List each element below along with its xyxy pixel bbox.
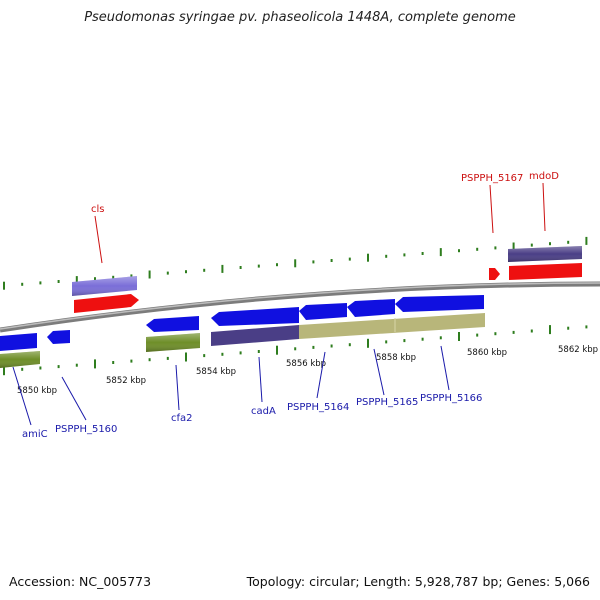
gene-cada-darkpurple bbox=[211, 325, 299, 346]
genome-backbone bbox=[0, 281, 600, 333]
gene-label-cfa2: cfa2 bbox=[171, 413, 193, 424]
scale-label: 5850 kbp bbox=[17, 386, 57, 396]
scale-labels: 5850 kbp 5852 kbp 5854 kbp 5856 kbp 5858… bbox=[17, 345, 598, 396]
gene-pspph5164-blue bbox=[299, 303, 347, 320]
gene-cfa2-blue bbox=[146, 316, 199, 332]
label-connectors bbox=[12, 182, 546, 426]
scale-label: 5860 kbp bbox=[467, 348, 507, 358]
gene-labels: amiC PSPPH_5160 cfa2 cadA PSPPH_5164 PSP… bbox=[22, 171, 559, 440]
gene-mdod-red bbox=[509, 263, 582, 280]
gene-label-pspph5166: PSPPH_5166 bbox=[420, 393, 482, 404]
gene-amic bbox=[0, 333, 37, 351]
gene-cls-red bbox=[74, 294, 139, 313]
gene-pspph5167 bbox=[489, 268, 500, 280]
gene-pspph5160 bbox=[47, 330, 70, 344]
lower-tick-row bbox=[3, 325, 588, 376]
scale-label: 5856 kbp bbox=[286, 359, 326, 369]
gene-label-amic: amiC bbox=[22, 429, 48, 440]
gene-label-mdod: mdoD bbox=[529, 171, 559, 182]
scale-label: 5854 kbp bbox=[196, 367, 236, 377]
gene-label-cada: cadA bbox=[251, 406, 276, 417]
map-title: Pseudomonas syringae pv. phaseolicola 14… bbox=[84, 10, 516, 25]
accession-text: Accession: NC_005773 bbox=[9, 574, 152, 589]
gene-label-pspph5165: PSPPH_5165 bbox=[356, 397, 418, 408]
scale-label: 5852 kbp bbox=[106, 376, 146, 386]
gene-pspph5165-blue bbox=[347, 299, 395, 317]
scale-label: 5858 kbp bbox=[376, 353, 416, 363]
gene-khaki-block bbox=[299, 313, 485, 339]
gene-features bbox=[0, 246, 582, 368]
gene-pspph5166-blue bbox=[395, 295, 484, 312]
gene-cada-blue bbox=[211, 307, 299, 326]
scale-label: 5862 kbp bbox=[558, 345, 598, 355]
genome-summary-text: Topology: circular; Length: 5,928,787 bp… bbox=[246, 574, 590, 589]
gene-label-pspph5167: PSPPH_5167 bbox=[461, 173, 523, 184]
gene-label-cls: cls bbox=[91, 204, 105, 215]
gene-label-pspph5160: PSPPH_5160 bbox=[55, 424, 117, 435]
gene-label-pspph5164: PSPPH_5164 bbox=[287, 402, 349, 413]
